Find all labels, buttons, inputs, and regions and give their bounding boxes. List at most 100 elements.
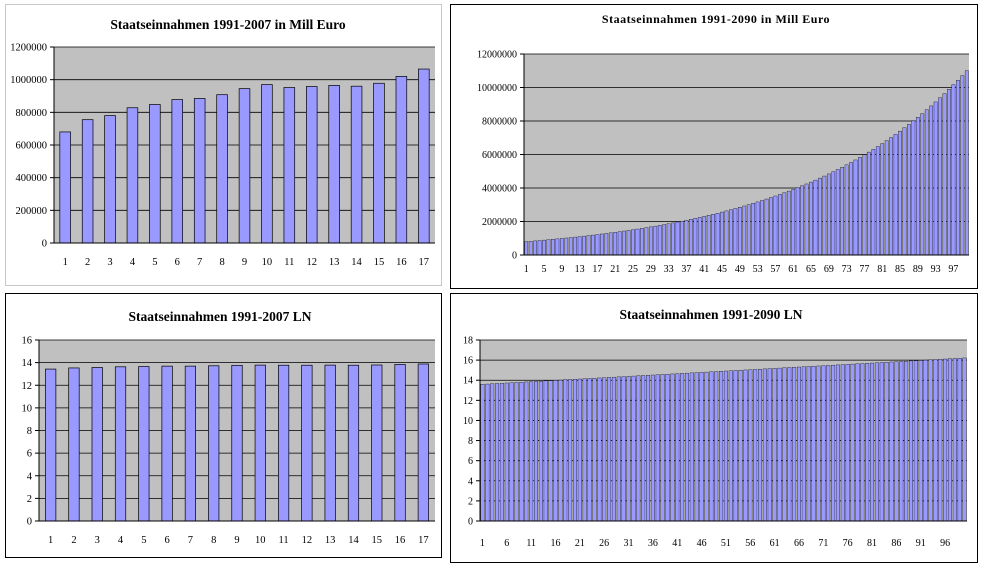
x-tick-label: 36 bbox=[648, 538, 658, 549]
bar bbox=[694, 372, 699, 522]
bar bbox=[821, 365, 826, 522]
bar bbox=[655, 374, 660, 522]
x-tick-label: 6 bbox=[164, 535, 169, 546]
bar bbox=[277, 364, 290, 522]
bar bbox=[809, 181, 813, 256]
bar bbox=[689, 219, 693, 256]
bar bbox=[171, 99, 183, 244]
y-tick-label: 0 bbox=[42, 239, 47, 250]
bar bbox=[755, 201, 760, 256]
bar bbox=[675, 221, 680, 256]
bar bbox=[104, 115, 116, 244]
x-tick-label: 45 bbox=[717, 264, 727, 275]
bar bbox=[943, 358, 948, 522]
bar bbox=[635, 228, 640, 256]
bar bbox=[666, 223, 671, 256]
bar bbox=[879, 362, 884, 522]
y-tick-label: 0 bbox=[512, 251, 517, 262]
y-tick-label: 600000 bbox=[16, 141, 48, 152]
bar bbox=[149, 104, 161, 244]
bar bbox=[564, 237, 569, 256]
chart-revenue-1991-2090: Staatseinnahmen 1991-2090 in Mill Euro 0… bbox=[477, 12, 969, 275]
bar bbox=[889, 361, 894, 522]
bar bbox=[631, 375, 636, 522]
bar bbox=[546, 239, 551, 256]
x-tick-label: 13 bbox=[575, 264, 585, 275]
bar bbox=[714, 371, 719, 522]
bar bbox=[534, 381, 539, 522]
bar bbox=[81, 119, 94, 244]
x-tick-label: 13 bbox=[325, 535, 336, 546]
x-tick-label: 81 bbox=[877, 264, 887, 275]
bar bbox=[675, 373, 680, 522]
bar bbox=[485, 383, 490, 522]
bar bbox=[602, 377, 607, 522]
bar bbox=[715, 212, 720, 256]
bar bbox=[884, 140, 889, 256]
bar bbox=[844, 164, 849, 256]
bar bbox=[894, 361, 899, 522]
chart-title: Staatseinnahmen 1991-2090 in Mill Euro bbox=[602, 12, 830, 26]
bar bbox=[604, 233, 609, 256]
bar bbox=[924, 109, 929, 256]
bar bbox=[608, 232, 613, 256]
y-tick-label: 4 bbox=[468, 476, 473, 487]
bar bbox=[867, 151, 871, 256]
bar bbox=[782, 367, 787, 522]
bar bbox=[657, 225, 662, 256]
bar bbox=[826, 365, 831, 522]
x-tick-label: 14 bbox=[351, 257, 362, 268]
y-tick-label: 14 bbox=[22, 358, 33, 369]
x-tick-label: 17 bbox=[592, 264, 602, 275]
bar bbox=[660, 374, 665, 522]
bar bbox=[653, 225, 658, 256]
x-tick-label: 29 bbox=[646, 264, 656, 275]
y-tick-label: 12 bbox=[22, 381, 33, 392]
x-tick-label: 96 bbox=[940, 538, 950, 549]
bar bbox=[193, 98, 206, 244]
bar bbox=[45, 368, 57, 522]
y-tick-label: 2 bbox=[468, 496, 473, 507]
x-tick-label: 5 bbox=[141, 535, 146, 546]
x-tick-label: 69 bbox=[824, 264, 834, 275]
y-tick-label: 6 bbox=[468, 456, 473, 467]
bar bbox=[394, 364, 406, 522]
bar bbox=[920, 113, 925, 256]
x-tick-label: 9 bbox=[559, 264, 564, 275]
x-tick-label: 1 bbox=[63, 257, 68, 268]
x-tick-label: 26 bbox=[599, 538, 609, 549]
bar bbox=[933, 359, 938, 522]
bar bbox=[568, 237, 573, 256]
bar bbox=[563, 379, 568, 522]
bar bbox=[816, 365, 821, 522]
x-tick-label: 66 bbox=[794, 538, 804, 549]
bar bbox=[587, 378, 592, 522]
bar bbox=[760, 200, 764, 256]
x-tick-label: 76 bbox=[843, 538, 853, 549]
x-tick-label: 16 bbox=[395, 535, 406, 546]
bar bbox=[238, 88, 251, 244]
bar bbox=[528, 241, 533, 256]
bar bbox=[952, 358, 957, 522]
bar bbox=[928, 359, 933, 522]
x-tick-label: 12 bbox=[306, 257, 317, 268]
x-tick-label: 56 bbox=[745, 538, 755, 549]
x-tick-label: 21 bbox=[610, 264, 620, 275]
bar bbox=[762, 368, 767, 522]
bar bbox=[577, 378, 582, 522]
bar bbox=[662, 224, 667, 256]
bar bbox=[962, 357, 967, 522]
x-tick-label: 8 bbox=[219, 257, 224, 268]
chart-panel-revenue-1991-2090: Staatseinnahmen 1991-2090 in Mill Euro 0… bbox=[450, 4, 978, 289]
bar bbox=[650, 374, 655, 522]
bar bbox=[728, 370, 733, 522]
bar bbox=[858, 157, 862, 256]
bar bbox=[918, 360, 923, 522]
bar bbox=[933, 101, 938, 256]
bar bbox=[538, 380, 543, 522]
bar bbox=[328, 85, 340, 244]
x-tick-label: 41 bbox=[699, 264, 709, 275]
bar bbox=[553, 380, 558, 522]
y-tick-label: 4 bbox=[27, 471, 33, 482]
x-tick-label: 16 bbox=[550, 538, 560, 549]
